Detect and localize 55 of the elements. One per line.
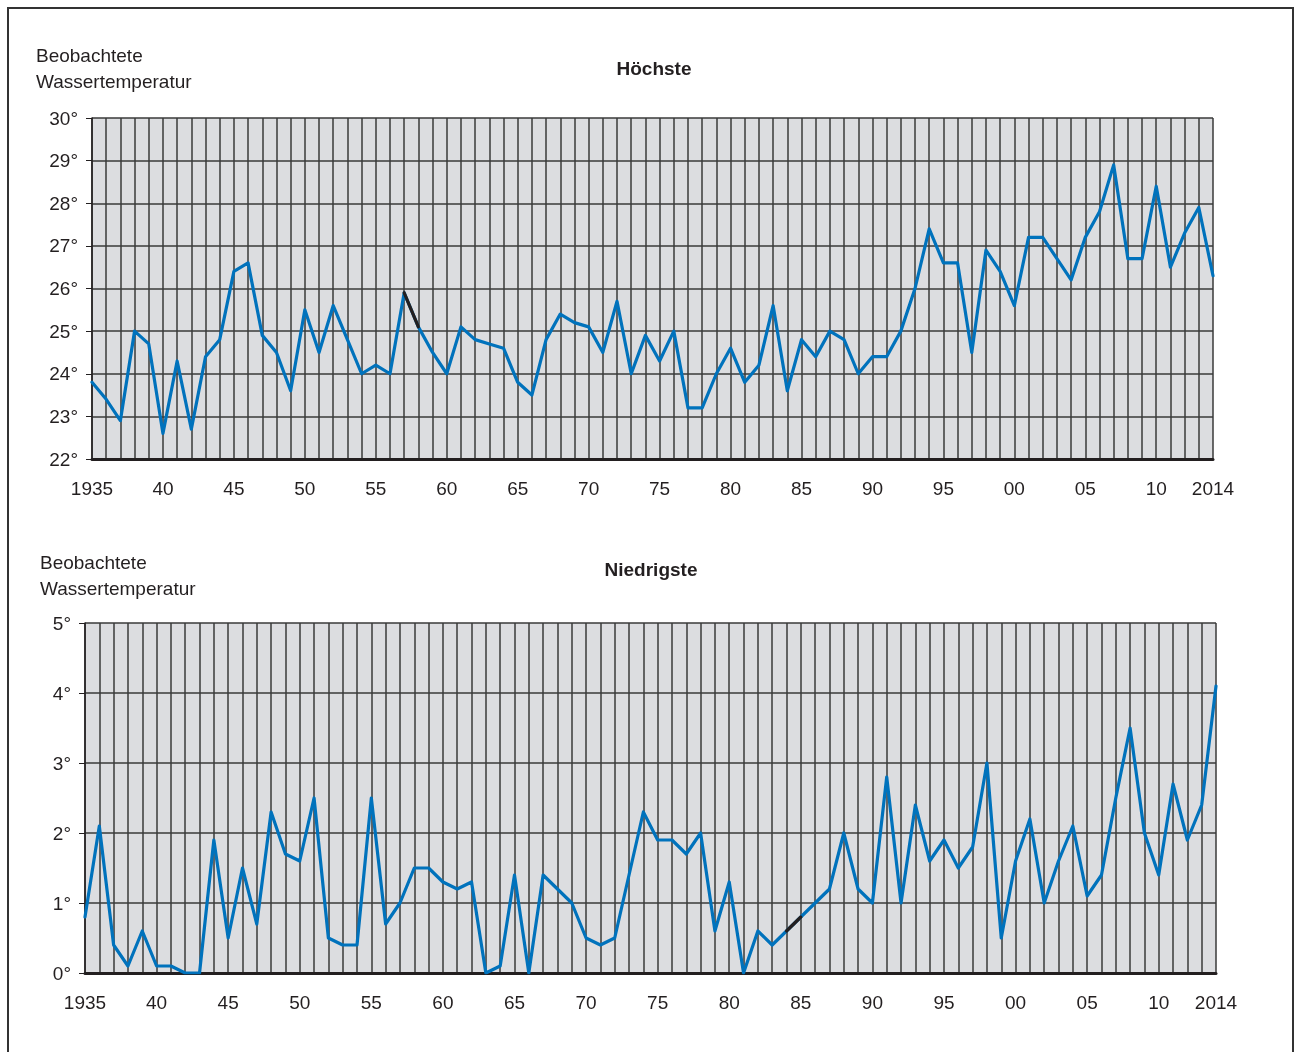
x-tick-label: 95 (932, 478, 954, 499)
y-tick-label: 25° (49, 320, 78, 342)
x-tick-label: 40 (146, 992, 168, 1013)
y-tick-label: 2° (52, 822, 71, 844)
y-tick-label: 28° (49, 192, 78, 214)
y-tick-label: 29° (49, 150, 78, 172)
x-tick-label: 65 (503, 992, 526, 1013)
x-tick-label: 10 (1145, 478, 1167, 499)
y-tick-label: 26° (49, 278, 78, 299)
y-axis-title: Beobachtete Wassertemperatur (36, 44, 193, 92)
x-tick-label: 2014 (1191, 478, 1235, 499)
x-tick-label: 70 (575, 992, 597, 1013)
x-tick-label: 75 (647, 992, 669, 1013)
x-tick-label: 60 (432, 992, 454, 1013)
x-tick-label: 2014 (1194, 992, 1238, 1013)
y-axis-title: Beobachtete Wassertemperatur (40, 551, 197, 599)
x-tick-label: 75 (649, 478, 671, 499)
x-tick-label: 50 (289, 992, 311, 1013)
x-tick-label: 00 (1003, 478, 1025, 499)
y-tick-label: 5° (52, 612, 71, 634)
x-tick-label: 05 (1076, 992, 1098, 1013)
x-tick-label: 50 (294, 478, 316, 499)
x-tick-label: 95 (933, 992, 955, 1013)
x-tick-label: 1935 (63, 992, 107, 1013)
chart-title: Höchste (616, 58, 692, 79)
x-tick-label: 70 (578, 478, 600, 499)
x-tick-label: 85 (790, 478, 813, 499)
x-tick-label: 85 (790, 992, 812, 1013)
x-tick-label: 45 (217, 992, 239, 1013)
x-tick-label: 90 (861, 478, 884, 499)
line-series (83, 684, 1218, 975)
y-tick-label: 3° (52, 752, 71, 774)
x-tick-label: 40 (152, 478, 174, 499)
y-tick-label: 22° (49, 448, 78, 470)
x-tick-label: 60 (436, 478, 458, 499)
x-tick-label: 80 (719, 478, 742, 499)
y-tick-label: 1° (52, 892, 71, 914)
y-tick-label: 23° (49, 405, 78, 427)
y-tick-label: 24° (49, 363, 78, 385)
x-tick-label: 45 (223, 478, 245, 499)
chart-title: Niedrigste (604, 559, 698, 580)
x-tick-label: 65 (507, 478, 529, 499)
x-tick-label: 90 (861, 992, 883, 1013)
x-tick-label: 1935 (70, 478, 114, 499)
x-tick-label: 05 (1074, 478, 1096, 499)
x-tick-label: 10 (1148, 992, 1170, 1013)
y-tick-label: 30° (49, 107, 78, 129)
line-series (90, 163, 1215, 436)
x-tick-label: 55 (365, 478, 387, 499)
y-tick-label: 27° (49, 235, 78, 257)
x-tick-label: 55 (360, 992, 382, 1013)
x-tick-label: 00 (1005, 992, 1027, 1013)
y-tick-label: 0° (52, 962, 71, 984)
x-tick-label: 80 (718, 992, 740, 1013)
y-tick-label: 4° (52, 682, 71, 704)
